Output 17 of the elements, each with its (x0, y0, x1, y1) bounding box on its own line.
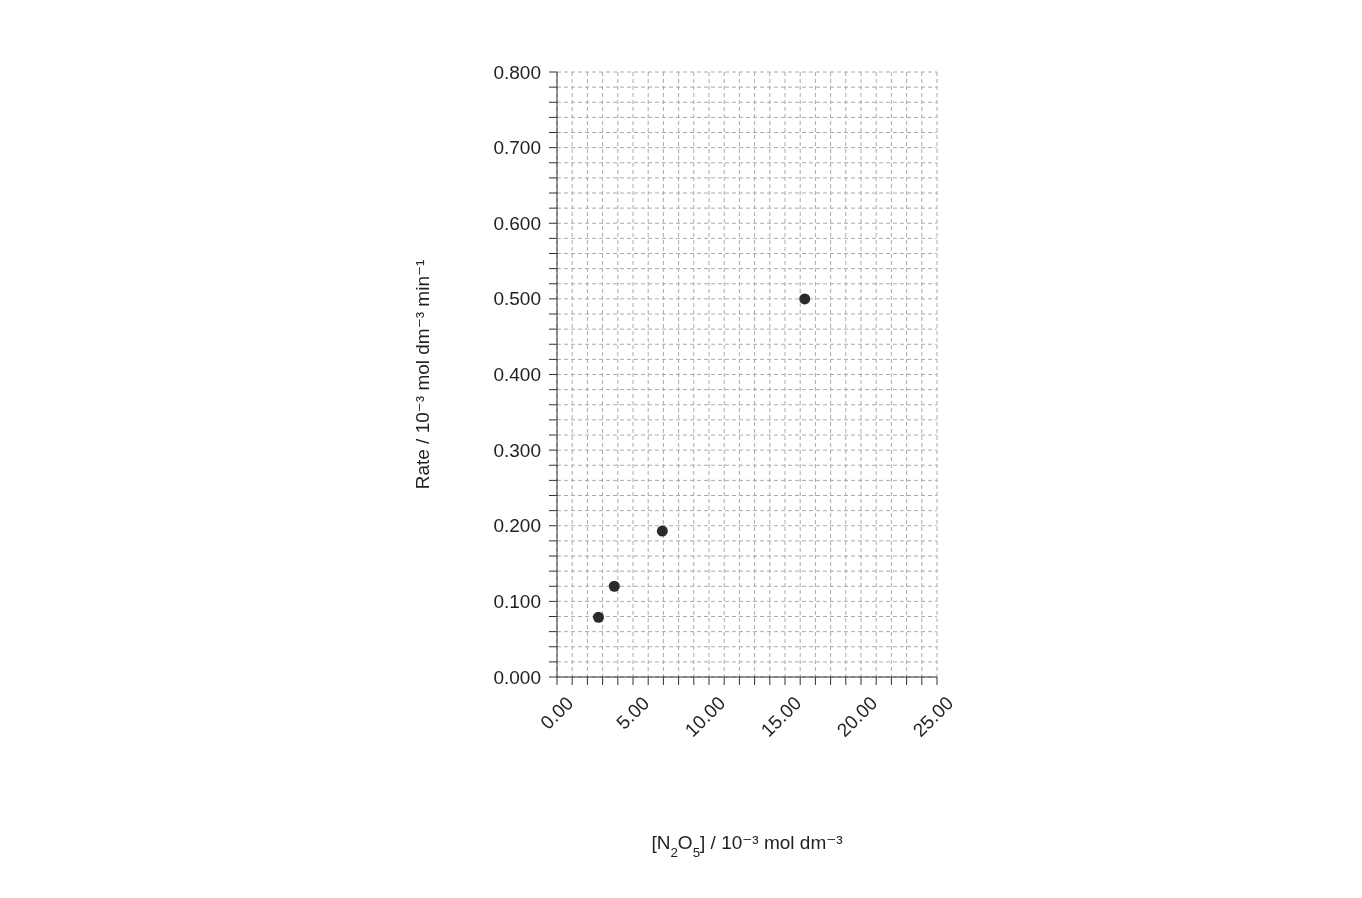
point (799, 293, 811, 305)
point (593, 611, 604, 623)
x-tick-label: 0.00 (536, 692, 578, 734)
x-axis-title: [N$_{2}$O$_{5}$] / 10⁻³ mol dm⁻³ (651, 832, 843, 860)
y-tick-label: 0.600 (493, 212, 541, 234)
y-tick-label: 0.800 (493, 61, 541, 83)
y-axis-title: Rate / 10⁻³ mol dm⁻³ min⁻¹ (412, 259, 433, 490)
x-tick-label: 5.00 (612, 692, 654, 734)
y-tick-label: 0.500 (493, 288, 541, 310)
y-tick-label: 0.000 (493, 666, 541, 688)
y-tick-label: 0.300 (493, 439, 541, 461)
y-tick-label: 0.700 (493, 137, 541, 159)
y-tick-label: 0.400 (493, 364, 541, 385)
point (608, 580, 620, 592)
y-tick-label: 0.200 (493, 515, 541, 537)
point (656, 525, 668, 537)
y-tick-label: 0.100 (493, 590, 541, 612)
